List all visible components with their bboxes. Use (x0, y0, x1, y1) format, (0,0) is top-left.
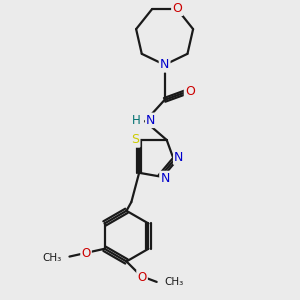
Text: N: N (160, 172, 170, 185)
Text: O: O (81, 247, 91, 260)
Text: N: N (174, 151, 184, 164)
Text: CH₃: CH₃ (42, 253, 62, 262)
Text: O: O (185, 85, 195, 98)
Text: O: O (137, 271, 147, 284)
Text: N: N (160, 58, 169, 71)
Text: H: H (131, 114, 140, 127)
Text: O: O (172, 2, 182, 15)
Text: S: S (131, 134, 139, 146)
Text: CH₃: CH₃ (164, 277, 184, 287)
Text: N: N (146, 114, 155, 127)
